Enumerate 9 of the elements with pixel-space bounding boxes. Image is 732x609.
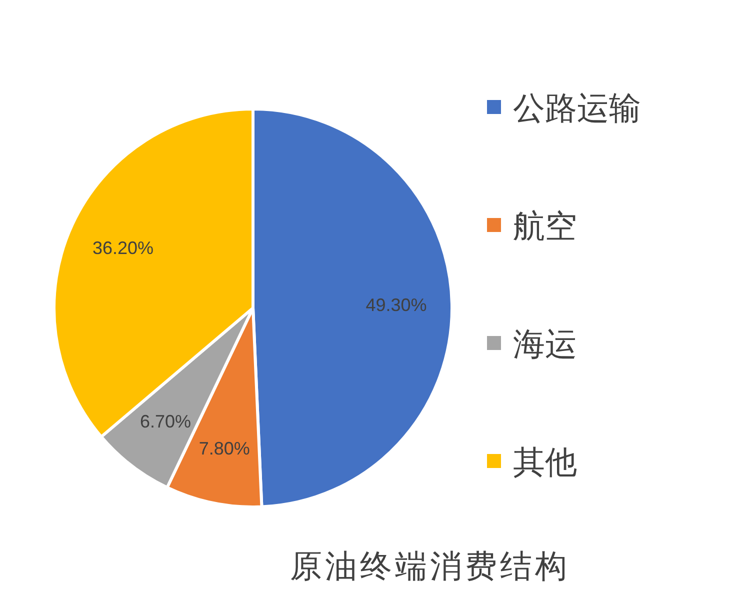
data-label: 36.20% bbox=[92, 238, 154, 258]
data-label: 7.80% bbox=[198, 438, 250, 458]
legend-label: 航空 bbox=[513, 208, 577, 244]
data-label: 6.70% bbox=[140, 411, 192, 432]
legend-label: 公路运输 bbox=[513, 90, 641, 126]
legend-label: 其他 bbox=[513, 444, 577, 480]
text: 原油终端消费结构 bbox=[290, 548, 570, 584]
data-label: 49.30% bbox=[366, 294, 427, 315]
legend-label: 海运 bbox=[513, 326, 577, 362]
